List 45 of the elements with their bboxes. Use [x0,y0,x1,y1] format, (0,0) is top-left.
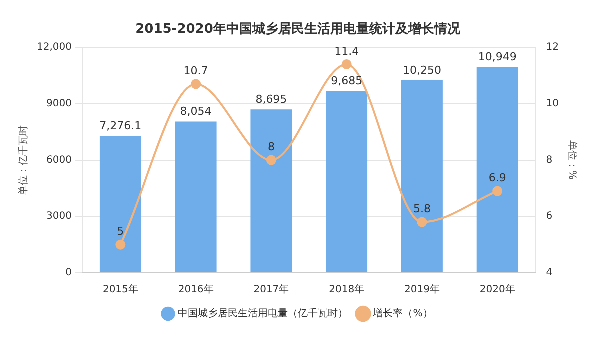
x-tick-label: 2018年 [329,284,365,296]
y2-tick-label: 6 [546,211,553,222]
bar [175,122,217,272]
data-label: 11.4 [334,44,360,58]
data-label: 5.8 [413,202,431,216]
data-label: 10,949 [478,50,517,64]
y-tick-label: 0 [66,268,72,279]
y-tick-label: 12,000 [36,42,72,54]
data-label: 8,695 [256,93,288,106]
legend-label: 中国城乡居民生活用电量（亿千瓦时） [178,308,348,320]
point [417,217,428,228]
y2-tick-label: 4 [546,268,553,279]
y-axis-title: 单位：亿千瓦时 [18,125,30,196]
data-label: 8,054 [180,105,212,118]
bar [250,110,292,272]
data-label: 6.9 [488,172,506,185]
y2-tick-label: 8 [546,154,553,166]
y2-axis-title: 单位：% [566,140,578,180]
y2-tick-label: 10 [546,98,560,110]
data-label: 7,276.1 [100,120,142,133]
point [266,155,276,166]
data-label: 5 [117,225,124,238]
data-label: 9,685 [331,74,363,88]
x-tick-label: 2017年 [254,284,290,296]
y-tick-label: 6000 [46,154,72,166]
x-tick-label: 2015年 [102,284,138,296]
point [116,240,126,250]
x-tick-label: 2020年 [480,284,516,296]
point [342,60,352,70]
x-tick-label: 2019年 [404,284,440,296]
legend-label: 增长率（%） [372,308,433,320]
data-label: 10.7 [184,64,208,78]
bar [401,80,443,272]
point [492,186,503,196]
x-tick-label: 2016年 [178,284,214,296]
point [191,79,202,90]
y2-tick-label: 12 [546,42,560,54]
chart-title: 2015-2020年中国城乡居民生活用电量统计及增长情况 [136,21,462,38]
bar [326,91,368,272]
bar [100,136,142,272]
bar [476,67,518,272]
y-tick-label: 9000 [46,98,72,110]
data-label: 8 [268,140,275,154]
data-label: 10,250 [402,64,442,77]
y-tick-label: 3000 [46,211,72,222]
